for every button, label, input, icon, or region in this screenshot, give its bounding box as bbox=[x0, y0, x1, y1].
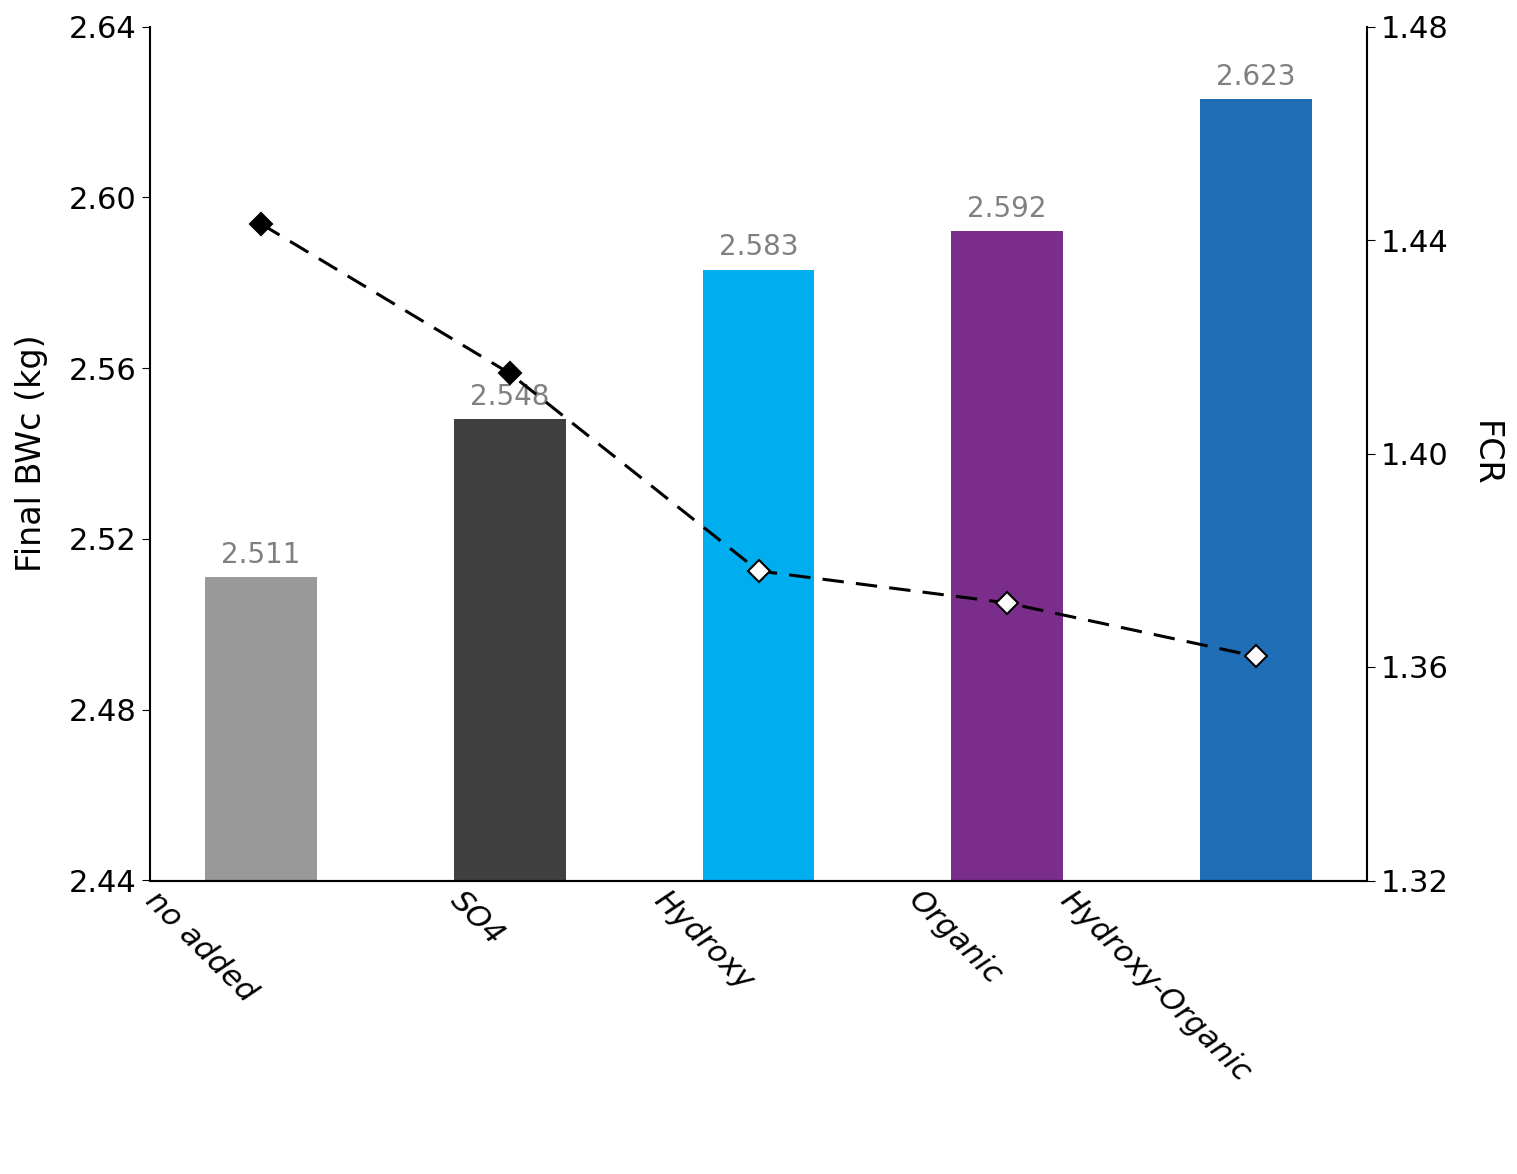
Text: 2.583: 2.583 bbox=[719, 234, 798, 262]
Text: 2.548: 2.548 bbox=[470, 383, 549, 411]
Y-axis label: Final BWc (kg): Final BWc (kg) bbox=[15, 335, 49, 572]
Y-axis label: FCR: FCR bbox=[1468, 420, 1502, 486]
Bar bbox=[205, 578, 317, 1174]
Bar bbox=[1200, 99, 1312, 1174]
Bar bbox=[702, 270, 815, 1174]
Text: 2.511: 2.511 bbox=[221, 541, 300, 568]
Text: 2.592: 2.592 bbox=[968, 195, 1047, 223]
Bar bbox=[951, 231, 1063, 1174]
Text: 2.623: 2.623 bbox=[1217, 62, 1296, 90]
Bar bbox=[454, 419, 566, 1174]
